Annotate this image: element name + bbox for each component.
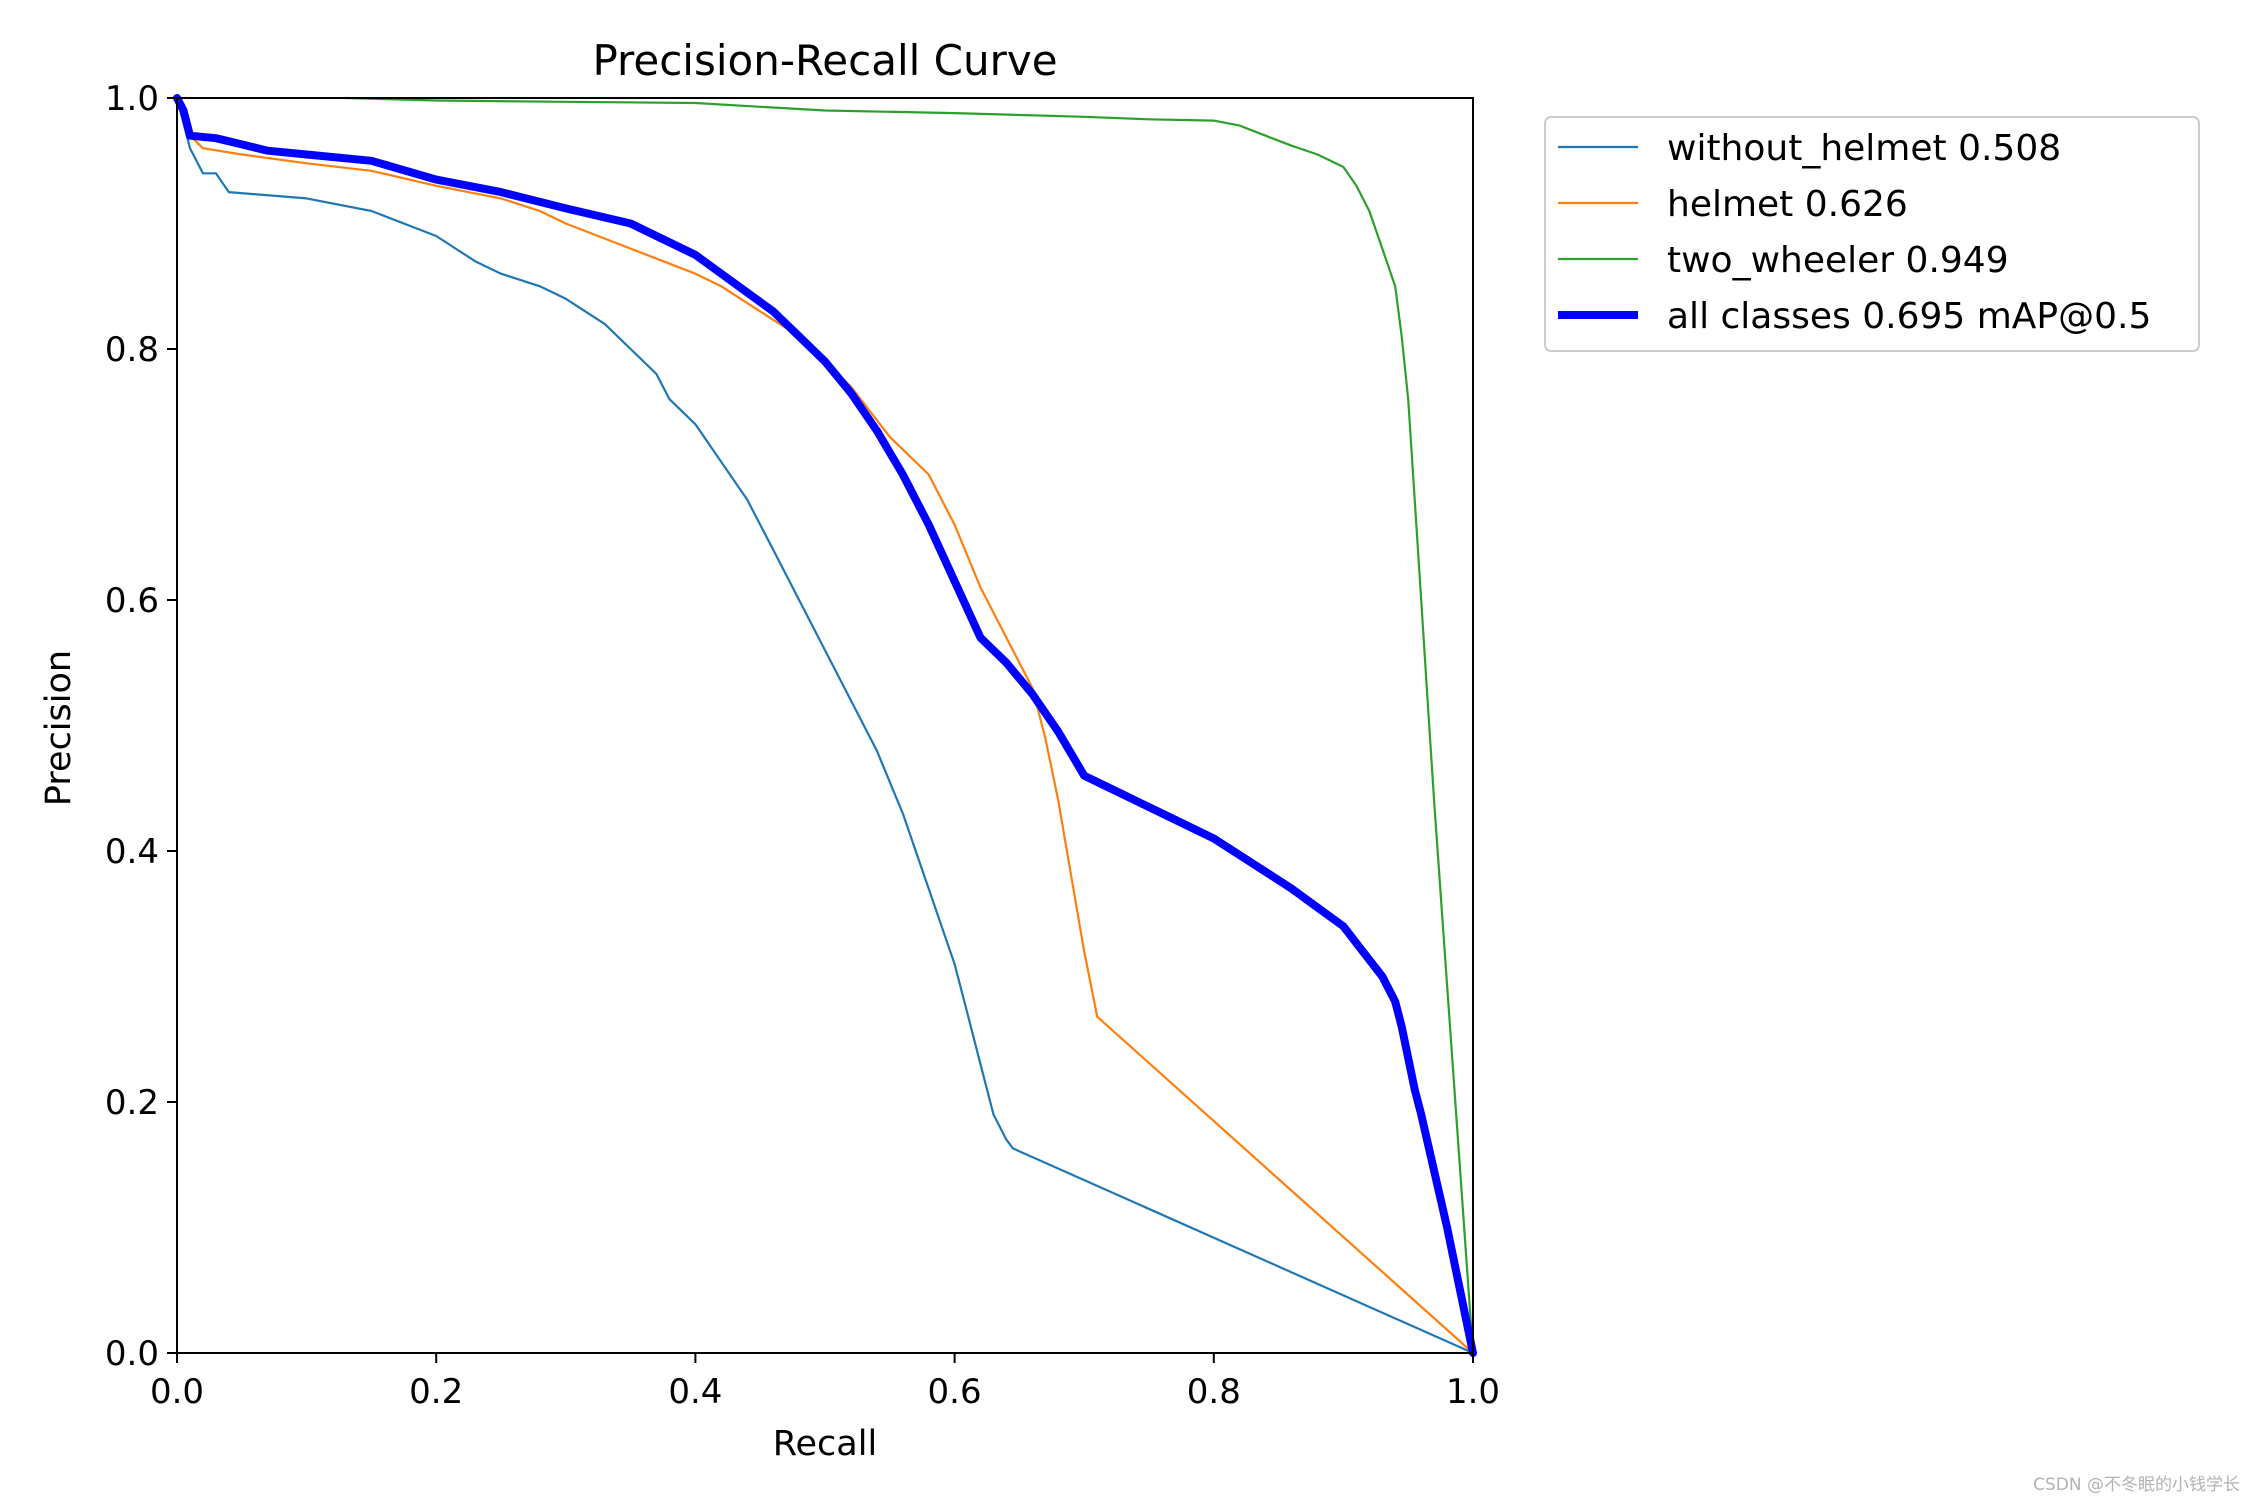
x-tick-label: 1.0	[1446, 1372, 1500, 1412]
chart-title: Precision-Recall Curve	[592, 36, 1057, 85]
y-axis: 0.0 0.2 0.4 0.6 0.8 1.0	[105, 79, 177, 1374]
x-tick-label: 0.0	[150, 1372, 204, 1412]
watermark-text: CSDN @不冬眠的小钱学长	[2033, 1475, 2240, 1495]
x-tick-label: 0.4	[668, 1372, 722, 1412]
series-line-without-helmet-0	[175, 96, 1475, 1355]
y-tick-label: 0.2	[105, 1083, 159, 1123]
y-axis-label: Precision	[39, 650, 79, 806]
series-layer	[173, 94, 1477, 1357]
x-tick-label: 0.6	[928, 1372, 982, 1412]
y-tick-label: 0.8	[105, 330, 159, 370]
x-axis-label: Recall	[773, 1424, 877, 1464]
series-line-all-3	[173, 94, 1477, 1357]
legend-label: without_helmet 0.508	[1667, 128, 2061, 169]
x-tick-label: 0.8	[1187, 1372, 1241, 1412]
legend-box	[1544, 116, 2200, 352]
legend-label: all classes 0.695 mAP@0.5	[1667, 296, 2151, 337]
y-tick-label: 0.6	[105, 581, 159, 621]
x-tick-label: 0.2	[409, 1372, 463, 1412]
y-tick-label: 0.4	[105, 832, 159, 872]
legend: without_helmet 0.508 helmet 0.626 two_whee…	[1544, 116, 2200, 352]
legend-label: helmet 0.626	[1667, 184, 1908, 225]
plot-frame	[176, 97, 1474, 1354]
y-tick-label: 0.0	[105, 1334, 159, 1374]
x-axis: 0.0 0.2 0.4 0.6 0.8 1.0	[150, 1353, 1500, 1412]
y-tick-label: 1.0	[105, 79, 159, 119]
legend-label: two_wheeler 0.949	[1667, 240, 2009, 281]
series-line-two-wheeler-2	[344, 96, 1475, 1355]
